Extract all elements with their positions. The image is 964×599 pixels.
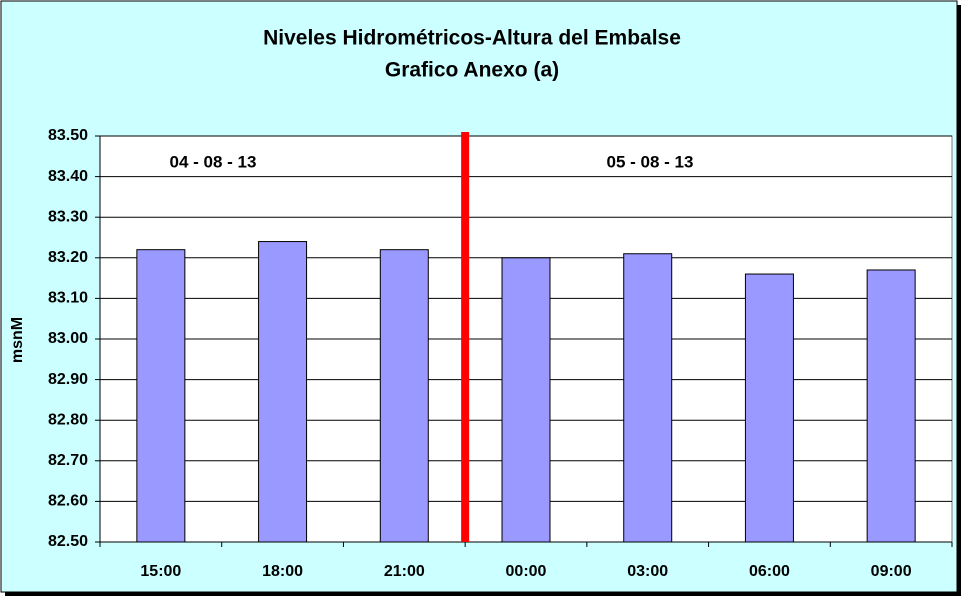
y-tick-label: 82.50 [48,533,88,550]
y-axis-label: msnM [9,317,26,363]
y-tick-label: 82.70 [48,452,88,469]
chart-title: Niveles Hidrométricos-Altura del Embalse [263,27,681,50]
x-tick-label: 18:00 [262,563,303,580]
annotation: 04 - 08 - 13 [170,152,257,171]
day-divider [461,132,470,542]
chart-subtitle: Grafico Anexo (a) [385,59,559,82]
x-tick-label: 03:00 [627,563,668,580]
x-tick-label: 15:00 [140,563,181,580]
bar [379,249,429,543]
y-tick-label: 83.10 [48,290,88,307]
y-tick-label: 83.40 [48,168,88,185]
x-tick-label: 09:00 [871,563,912,580]
x-tick-label: 00:00 [506,563,547,580]
y-tick-label: 83.00 [48,330,88,347]
bar [623,253,673,543]
y-tick-label: 83.30 [48,208,88,225]
y-tick-label: 82.90 [48,371,88,388]
y-tick-label: 83.20 [48,249,88,266]
bar [744,273,794,543]
bar [258,241,308,543]
y-tick-label: 82.80 [48,411,88,428]
y-tick-label: 83.50 [48,127,88,144]
annotation: 05 - 08 - 13 [607,152,694,171]
bar [501,257,551,543]
bar [866,269,916,543]
y-tick-label: 82.60 [48,493,88,510]
x-tick-label: 06:00 [749,563,790,580]
x-tick-label: 21:00 [384,563,425,580]
bar [136,249,186,543]
